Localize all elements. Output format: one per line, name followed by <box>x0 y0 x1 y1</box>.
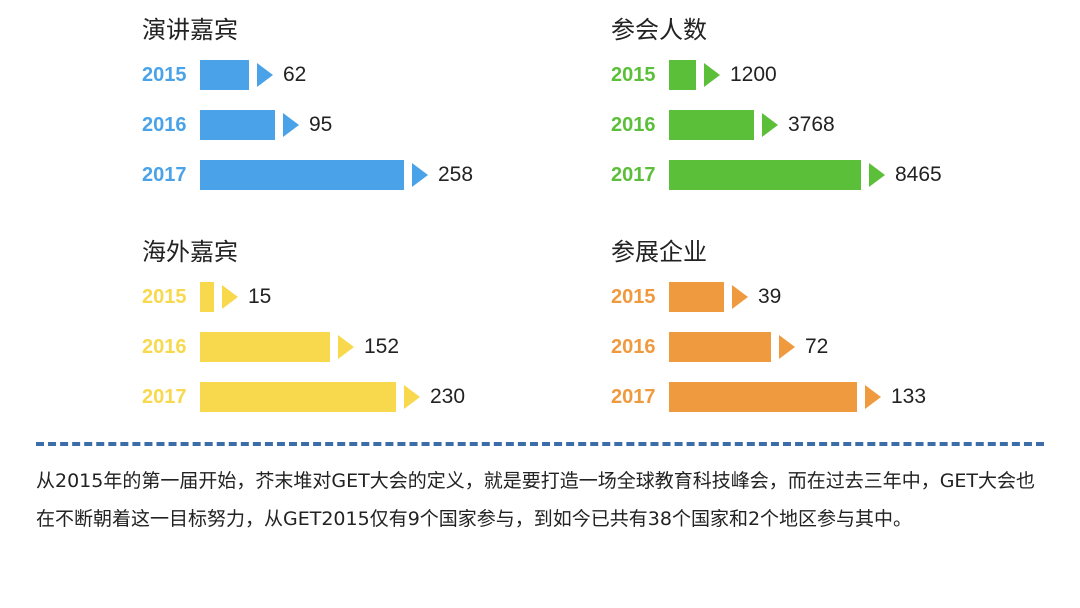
year-label: 2015 <box>611 64 656 86</box>
year-label: 2016 <box>611 114 656 136</box>
bar <box>669 332 771 362</box>
panel-title: 参展企业 <box>611 238 707 266</box>
value-label: 133 <box>891 385 927 408</box>
year-label: 2016 <box>142 114 187 136</box>
arrow-marker <box>869 163 885 187</box>
arrow-marker <box>283 113 299 137</box>
panel-title: 海外嘉宾 <box>142 238 238 266</box>
value-label: 1200 <box>730 63 777 86</box>
arrow-marker <box>338 335 354 359</box>
bar <box>200 160 404 190</box>
panel-title: 演讲嘉宾 <box>142 16 238 44</box>
value-label: 152 <box>364 335 400 358</box>
year-label: 2016 <box>142 336 187 358</box>
value-label: 3768 <box>788 113 835 136</box>
bar <box>669 282 724 312</box>
year-label: 2016 <box>611 336 656 358</box>
year-label: 2015 <box>611 286 656 308</box>
value-label: 258 <box>438 163 474 186</box>
year-label: 2015 <box>142 286 187 308</box>
bar <box>200 60 249 90</box>
dashed-divider <box>36 442 1044 446</box>
bar <box>669 382 857 412</box>
bar <box>669 160 861 190</box>
bar <box>669 110 754 140</box>
panel-title: 参会人数 <box>611 16 707 44</box>
value-label: 62 <box>283 63 307 86</box>
bar <box>669 60 696 90</box>
value-label: 15 <box>248 285 272 308</box>
arrow-marker <box>704 63 720 87</box>
description-text: 从2015年的第一届开始，芥末堆对GET大会的定义，就是要打造一场全球教育科技峰… <box>36 470 1036 530</box>
arrow-marker <box>412 163 428 187</box>
bar <box>200 110 275 140</box>
bar <box>200 332 330 362</box>
arrow-marker <box>222 285 238 309</box>
value-label: 95 <box>309 113 333 136</box>
arrow-marker <box>779 335 795 359</box>
arrow-marker <box>732 285 748 309</box>
value-label: 39 <box>758 285 782 308</box>
arrow-marker <box>404 385 420 409</box>
value-label: 230 <box>430 385 466 408</box>
year-label: 2017 <box>611 164 656 186</box>
bar <box>200 282 214 312</box>
year-label: 2015 <box>142 64 187 86</box>
value-label: 72 <box>805 335 829 358</box>
bar <box>200 382 396 412</box>
arrow-marker <box>865 385 881 409</box>
arrow-marker <box>257 63 273 87</box>
year-label: 2017 <box>142 164 187 186</box>
arrow-marker <box>762 113 778 137</box>
year-label: 2017 <box>142 386 187 408</box>
value-label: 8465 <box>895 163 942 186</box>
year-label: 2017 <box>611 386 656 408</box>
